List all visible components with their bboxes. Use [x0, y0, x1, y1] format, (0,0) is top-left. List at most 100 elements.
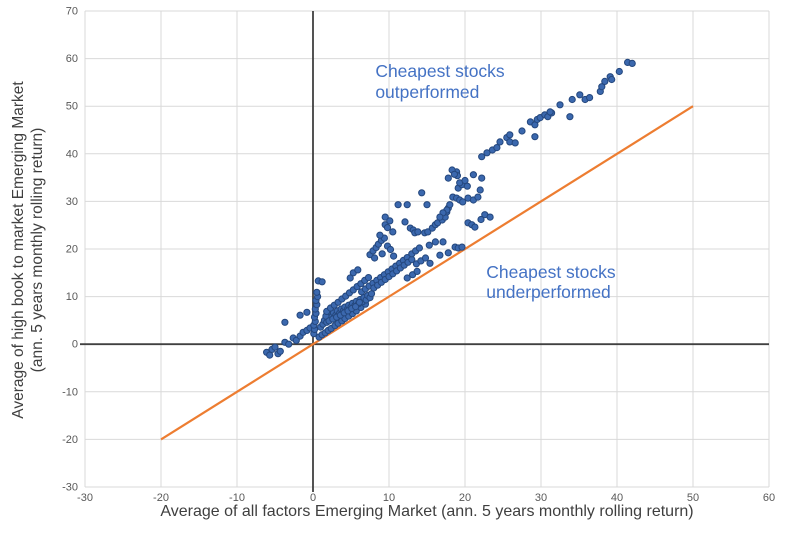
y-tick-label: 40 [66, 148, 78, 160]
data-point[interactable] [546, 108, 554, 116]
data-point[interactable] [394, 201, 402, 209]
data-point[interactable] [608, 75, 616, 84]
data-point[interactable] [478, 174, 486, 182]
data-point[interactable] [463, 182, 471, 190]
data-point[interactable] [493, 144, 501, 152]
data-point[interactable] [477, 215, 485, 224]
data-point[interactable] [381, 213, 389, 221]
data-point[interactable] [426, 259, 434, 267]
y-tick-label: 30 [66, 196, 78, 208]
data-point[interactable] [483, 149, 491, 157]
data-point[interactable] [354, 266, 362, 274]
data-point[interactable] [496, 138, 504, 146]
x-tick-label: -10 [229, 492, 245, 504]
data-point[interactable] [390, 252, 398, 260]
data-point[interactable] [478, 153, 486, 161]
data-point[interactable] [469, 171, 477, 179]
data-point[interactable] [568, 95, 576, 104]
data-point[interactable] [446, 201, 454, 209]
y-tick-label: -10 [62, 386, 78, 398]
identity-line [160, 105, 694, 441]
x-tick-label: 40 [611, 492, 623, 504]
data-point[interactable] [615, 67, 623, 76]
data-point[interactable] [431, 238, 439, 246]
data-point[interactable] [421, 254, 430, 262]
data-point[interactable] [506, 131, 514, 139]
data-point[interactable] [576, 91, 584, 99]
data-point[interactable] [313, 288, 321, 296]
data-point[interactable] [458, 243, 466, 251]
data-point[interactable] [486, 213, 494, 221]
data-point[interactable] [425, 241, 433, 249]
x-tick-label: 0 [310, 492, 316, 504]
data-point[interactable] [355, 298, 363, 306]
data-point[interactable] [436, 213, 444, 221]
annotation-outperformed: Cheapest stocks outperformed [375, 61, 505, 103]
y-tick-label: 70 [66, 6, 78, 18]
x-tick-label: 50 [687, 492, 699, 504]
annotation-underperformed: Cheapest stocks underperformed [486, 261, 616, 303]
data-point[interactable] [476, 186, 484, 194]
data-point[interactable] [471, 223, 479, 231]
y-axis-title-line2: (ann. 5 years monthly rolling return) [29, 127, 46, 373]
data-point[interactable] [281, 318, 289, 326]
x-tick-label: 20 [459, 492, 471, 504]
data-point[interactable] [378, 250, 386, 258]
data-point[interactable] [450, 170, 458, 178]
data-point[interactable] [566, 113, 574, 121]
y-tick-label: 0 [72, 339, 78, 351]
data-point[interactable] [423, 201, 431, 209]
data-point[interactable] [296, 311, 304, 319]
y-tick-label: 60 [66, 53, 78, 65]
data-point[interactable] [424, 228, 432, 236]
x-tick-label: 30 [535, 492, 547, 504]
data-point[interactable] [601, 77, 609, 86]
x-tick-label: -20 [153, 492, 169, 504]
data-point[interactable] [389, 228, 397, 236]
x-tick-label: -30 [77, 492, 93, 504]
data-point[interactable] [459, 198, 467, 206]
data-point[interactable] [318, 278, 326, 286]
data-point[interactable] [403, 201, 411, 209]
data-point[interactable] [414, 228, 422, 236]
data-point[interactable] [383, 224, 392, 232]
x-axis-title: Average of all factors Emerging Market (… [160, 503, 694, 520]
y-tick-label: 50 [66, 101, 78, 113]
y-tick-label: -30 [62, 482, 78, 494]
data-point[interactable] [531, 133, 539, 141]
data-point[interactable] [586, 94, 594, 102]
data-point[interactable] [403, 274, 411, 282]
data-point[interactable] [436, 251, 444, 259]
data-point[interactable] [401, 218, 409, 226]
data-point[interactable] [271, 343, 279, 351]
data-point[interactable] [418, 189, 426, 197]
data-point[interactable] [415, 244, 423, 252]
data-point[interactable] [285, 340, 293, 348]
x-tick-label: 60 [763, 492, 775, 504]
data-point[interactable] [386, 217, 394, 225]
data-point[interactable] [364, 274, 373, 282]
data-point[interactable] [511, 139, 519, 147]
data-point[interactable] [386, 245, 395, 254]
data-point[interactable] [303, 308, 311, 316]
data-point[interactable] [474, 193, 482, 201]
data-point[interactable] [444, 174, 452, 182]
data-point[interactable] [439, 238, 447, 246]
y-tick-label: -20 [62, 434, 78, 446]
data-point[interactable] [444, 249, 452, 257]
data-point[interactable] [628, 59, 636, 68]
data-point[interactable] [518, 127, 526, 135]
data-point[interactable] [376, 231, 384, 239]
data-point[interactable] [371, 254, 379, 262]
y-axis-title: Average of high book to market Emerging … [10, 81, 48, 418]
data-point[interactable] [598, 83, 606, 91]
data-point[interactable] [276, 347, 284, 355]
data-point[interactable] [556, 101, 564, 109]
data-point[interactable] [413, 267, 421, 275]
y-tick-label: 10 [66, 291, 78, 303]
data-point[interactable] [346, 274, 354, 282]
x-tick-label: 10 [383, 492, 395, 504]
y-tick-label: 20 [66, 244, 78, 256]
